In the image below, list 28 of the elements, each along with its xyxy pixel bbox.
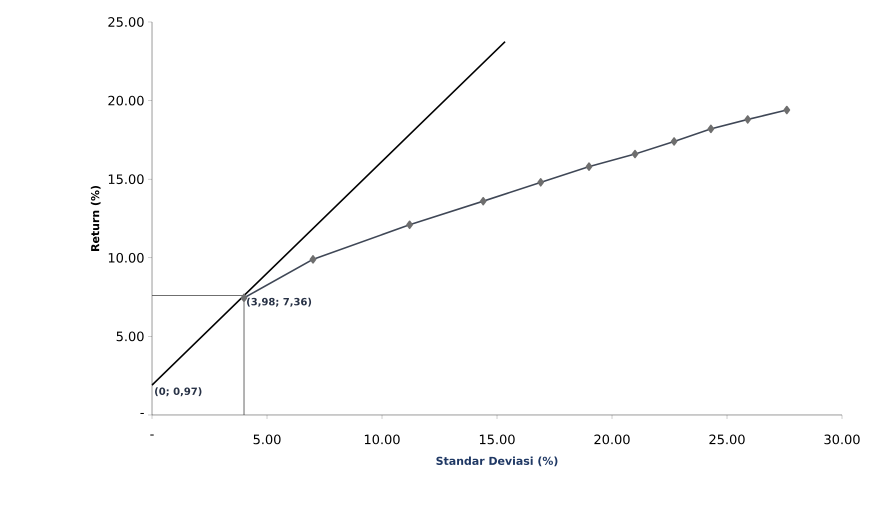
point — [480, 196, 487, 206]
x-axis-title: Standar Deviasi (%) — [436, 456, 558, 466]
y-tick-label: 20.00 — [108, 96, 144, 106]
x-tick-label: 30.00 — [824, 434, 860, 444]
point — [670, 137, 678, 146]
x-tick-label: - — [150, 434, 154, 436]
point — [406, 220, 414, 230]
point — [537, 178, 544, 187]
y-axis-title: Return (%) — [90, 186, 101, 251]
x-tick-label: 15.00 — [480, 434, 515, 444]
x-tick-label: 25.00 — [709, 434, 745, 444]
y-tick-label: - — [140, 412, 144, 414]
point — [744, 115, 752, 124]
point — [586, 162, 592, 171]
point — [707, 124, 714, 134]
point — [632, 150, 638, 158]
y-tick-label: 10.00 — [108, 252, 144, 263]
x-tick-label: 5.00 — [254, 434, 281, 444]
y-tick-label: 15.00 — [108, 174, 144, 184]
x-tick-label: 20.00 — [594, 434, 630, 444]
point — [310, 255, 316, 264]
annotation: (0; 0,97) — [155, 387, 202, 396]
annotation: (3,98; 7,36) — [247, 298, 312, 307]
x-tick-label: 10.00 — [364, 434, 400, 444]
point — [240, 294, 248, 302]
point — [783, 106, 790, 114]
y-tick-label: 5.00 — [116, 331, 144, 342]
y-tick-label: 25.00 — [108, 17, 144, 27]
